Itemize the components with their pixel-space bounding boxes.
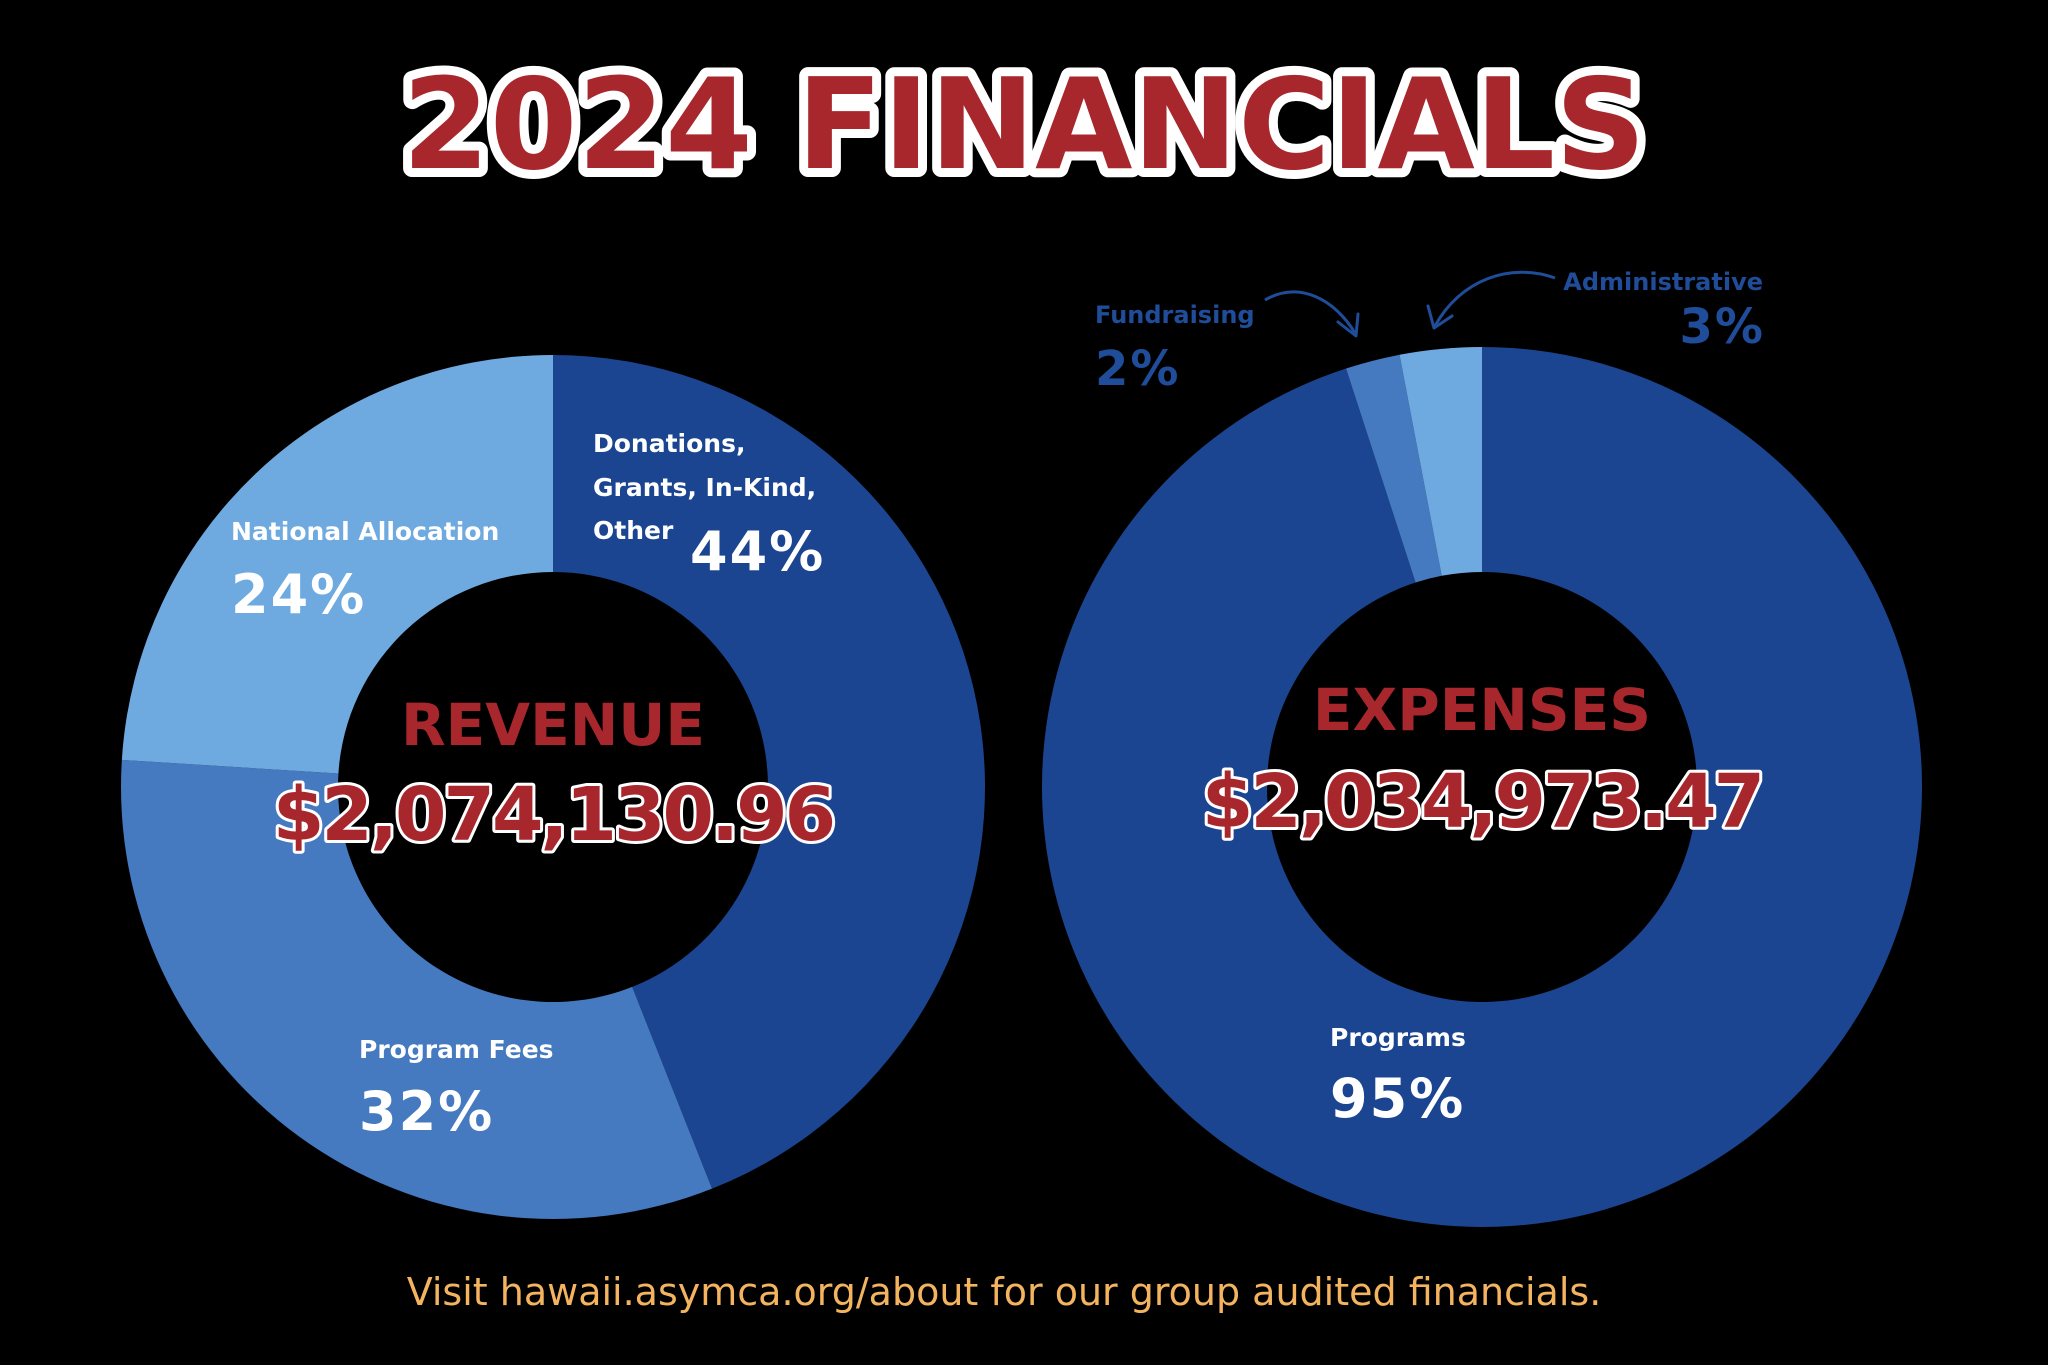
footer-note: Visit hawaii.asymca.org/about for our gr…	[407, 1270, 1602, 1314]
fundraising-arrowhead	[1336, 312, 1360, 338]
expenses-slice-administrative	[1399, 347, 1482, 576]
revenue-label-program-fees: Program Fees 32%	[359, 1035, 554, 1143]
expenses-total-amount: $2,034,973.47	[1202, 759, 1762, 845]
donations-label-line-1: Donations,	[593, 429, 745, 458]
expenses-center-label: EXPENSES	[1313, 676, 1651, 744]
administrative-arrow	[1433, 270, 1556, 327]
administrative-arrowhead	[1426, 304, 1454, 330]
programs-percent: 95%	[1330, 1067, 1465, 1130]
fundraising-label: Fundraising	[1095, 301, 1255, 329]
national-allocation-label: National Allocation	[231, 517, 499, 546]
programs-label: Programs	[1330, 1023, 1466, 1052]
page-title: 2024 FINANCIALS	[402, 51, 1646, 198]
administrative-percent: 3%	[1680, 299, 1766, 355]
revenue-center-label: REVENUE	[401, 691, 705, 759]
revenue-donut-chart	[121, 355, 986, 1219]
expenses-donut-chart	[1041, 347, 1922, 1228]
revenue-slice-national-allocation	[121, 355, 554, 774]
revenue-label-donations: Donations, Grants, In-Kind, Other 44%	[593, 429, 825, 583]
donations-percent: 44%	[690, 520, 825, 583]
expenses-callout-administrative: Administrative 3%	[1426, 268, 1766, 355]
donations-label-line-3: Other	[593, 516, 674, 545]
national-allocation-percent: 24%	[231, 563, 366, 626]
expenses-slice-programs	[1041, 347, 1922, 1228]
fundraising-arrow	[1264, 290, 1357, 334]
revenue-slice-donations-grants-in-kind-other	[553, 355, 986, 1189]
revenue-slice-program-fees	[121, 759, 713, 1219]
expenses-callout-fundraising: Fundraising 2%	[1095, 290, 1360, 397]
program-fees-label: Program Fees	[359, 1035, 554, 1064]
fundraising-percent: 2%	[1095, 341, 1181, 397]
revenue-total-amount: $2,074,130.96	[273, 772, 833, 858]
administrative-label: Administrative	[1563, 268, 1763, 296]
donations-label-line-2: Grants, In-Kind,	[593, 473, 816, 502]
expenses-slice-fundraising	[1346, 354, 1442, 583]
expenses-label-programs: Programs 95%	[1330, 1023, 1466, 1130]
program-fees-percent: 32%	[359, 1080, 494, 1143]
revenue-label-national-allocation: National Allocation 24%	[231, 517, 499, 626]
